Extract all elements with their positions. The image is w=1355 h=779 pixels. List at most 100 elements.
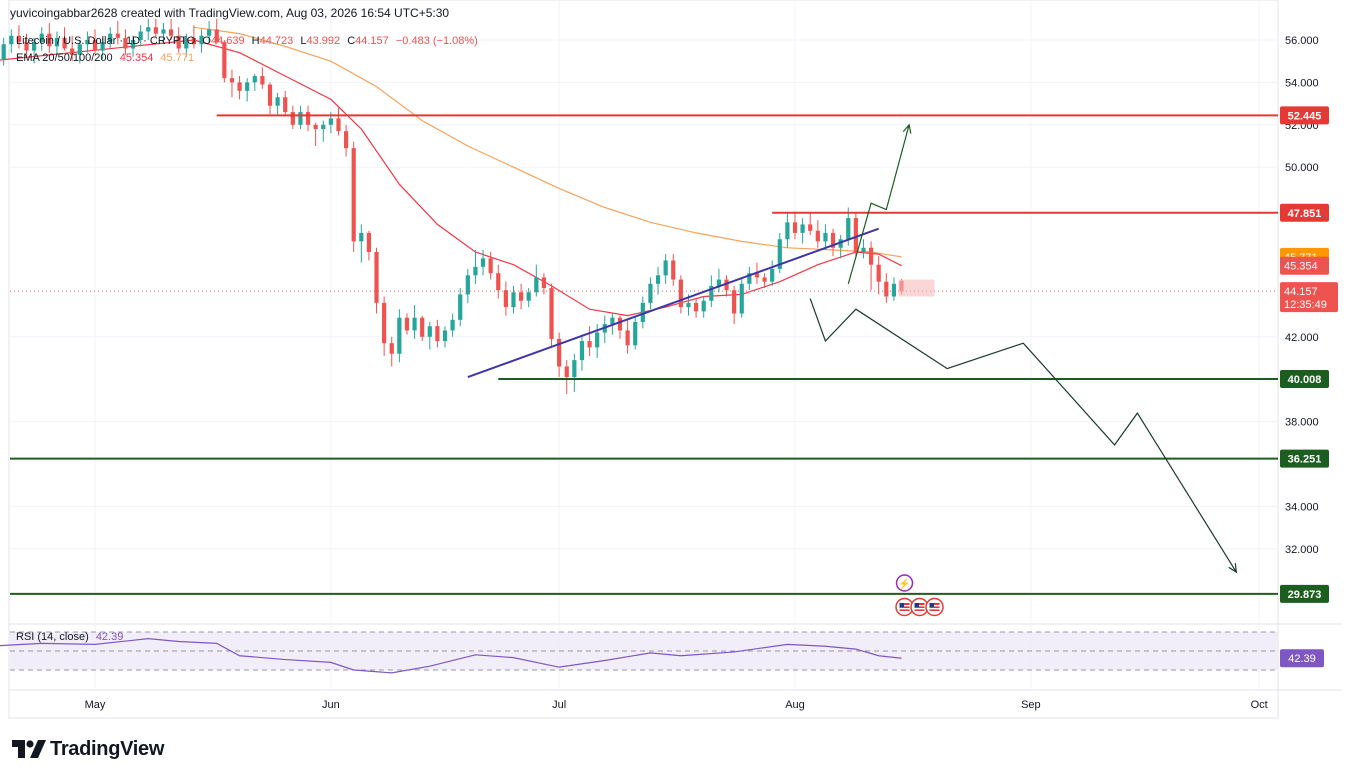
candle-body bbox=[47, 33, 52, 47]
candle bbox=[32, 37, 37, 64]
ema50-line bbox=[193, 26, 902, 258]
candle-body bbox=[762, 277, 767, 282]
candle-body bbox=[678, 279, 683, 308]
candle-body bbox=[823, 232, 828, 242]
candle-body bbox=[336, 118, 341, 132]
flag-stripe-white bbox=[914, 608, 925, 610]
candle-body bbox=[427, 326, 432, 337]
candle bbox=[77, 40, 82, 64]
candle bbox=[336, 107, 341, 136]
candle-body bbox=[572, 360, 577, 378]
us-flag-event-icon[interactable] bbox=[925, 597, 944, 617]
candle-body bbox=[1, 44, 6, 60]
price-tick-label: 42.000 bbox=[1285, 332, 1319, 344]
candle-body bbox=[115, 33, 120, 38]
last-price-tag bbox=[1280, 282, 1338, 313]
candle-body bbox=[77, 44, 82, 55]
candle-body bbox=[808, 224, 813, 231]
candle bbox=[587, 326, 592, 356]
bearish-projection-path-arrowhead bbox=[1228, 563, 1238, 574]
level-price-tag-label: 29.873 bbox=[1288, 589, 1322, 601]
candle-body bbox=[229, 78, 235, 83]
candle bbox=[884, 273, 889, 303]
candle bbox=[655, 266, 661, 295]
candle-body bbox=[663, 260, 668, 276]
flag-stripes bbox=[899, 603, 910, 611]
ohlc-open: O44.639 bbox=[202, 35, 244, 47]
candle bbox=[321, 120, 326, 142]
candle bbox=[115, 20, 120, 45]
candle bbox=[480, 249, 486, 276]
rsi-legend[interactable]: RSI (14, close) 42.39 bbox=[16, 631, 123, 643]
candle bbox=[184, 33, 189, 57]
candle-body bbox=[739, 283, 744, 314]
low-label: L bbox=[300, 35, 307, 47]
change-value: −0.483 (−1.08%) bbox=[395, 35, 478, 47]
candle-body bbox=[404, 317, 410, 331]
candle-body bbox=[70, 48, 75, 55]
us-flag-event-icon[interactable] bbox=[910, 597, 929, 617]
candle bbox=[473, 249, 478, 284]
candle bbox=[214, 18, 219, 45]
candle bbox=[1, 37, 6, 66]
brand-name: TradingView bbox=[50, 737, 165, 760]
candle bbox=[853, 211, 858, 257]
candle-body bbox=[161, 29, 166, 34]
candle bbox=[313, 122, 318, 146]
candle-body bbox=[640, 302, 645, 322]
tradingview-logo-icon bbox=[12, 740, 46, 758]
bullish-projection-path[interactable] bbox=[847, 124, 910, 284]
flag-stripes bbox=[914, 603, 925, 611]
candle bbox=[732, 285, 737, 325]
candle-body bbox=[518, 292, 524, 301]
candle-body bbox=[9, 35, 14, 45]
candle bbox=[747, 266, 752, 291]
price-tick-label: 50.000 bbox=[1285, 162, 1319, 174]
candle bbox=[458, 288, 463, 327]
flag-stripe-white bbox=[929, 605, 940, 607]
events[interactable]: ⚡ bbox=[895, 574, 944, 617]
candle-body bbox=[214, 29, 219, 43]
candle-body bbox=[146, 27, 151, 32]
candle bbox=[891, 277, 897, 301]
candle-body bbox=[24, 42, 29, 51]
tradingview-logo[interactable]: TradingView bbox=[12, 737, 164, 761]
candle bbox=[792, 211, 798, 240]
candle bbox=[511, 285, 516, 314]
bearish-projection-path[interactable] bbox=[809, 298, 1237, 573]
candle-body bbox=[503, 290, 508, 308]
candle-body bbox=[686, 302, 691, 308]
time-tick-label: May bbox=[85, 699, 106, 711]
candle bbox=[39, 27, 44, 51]
candle-body bbox=[359, 232, 364, 242]
candle bbox=[724, 275, 729, 297]
chart-credit: yuvicoingabbar2628 created with TradingV… bbox=[10, 6, 450, 20]
lightning-event-icon[interactable] bbox=[895, 574, 914, 592]
ema-legend[interactable]: EMA 20/50/100/200 45.354 45.771 bbox=[16, 52, 198, 64]
candle bbox=[427, 321, 432, 350]
time-tick-label: Oct bbox=[1251, 699, 1268, 711]
level-price-tag-label: 40.008 bbox=[1288, 374, 1322, 386]
candle-body bbox=[496, 273, 501, 291]
candle bbox=[366, 230, 372, 261]
ohlc-close: C44.157 bbox=[347, 35, 389, 47]
candle-body bbox=[876, 264, 881, 282]
candle bbox=[808, 211, 813, 236]
candle-body bbox=[488, 258, 493, 274]
candle bbox=[92, 29, 98, 55]
price-axis[interactable]: 56.00054.00052.00050.00042.00038.00034.0… bbox=[85, 35, 1338, 711]
candle-body bbox=[770, 268, 775, 282]
candle-body bbox=[39, 33, 44, 43]
candle bbox=[62, 27, 67, 51]
candle bbox=[343, 124, 349, 157]
trendline[interactable] bbox=[467, 227, 880, 379]
candle-body bbox=[732, 290, 737, 314]
candle bbox=[245, 78, 250, 102]
symbol-legend[interactable]: Litecoin / U.S. Dollar · 1D · CRYPTO O44… bbox=[16, 35, 482, 47]
candle bbox=[450, 313, 455, 337]
candle-body bbox=[830, 232, 836, 248]
drawings[interactable] bbox=[10, 114, 1278, 595]
price-tick-label: 56.000 bbox=[1285, 35, 1319, 47]
candle bbox=[534, 264, 539, 297]
